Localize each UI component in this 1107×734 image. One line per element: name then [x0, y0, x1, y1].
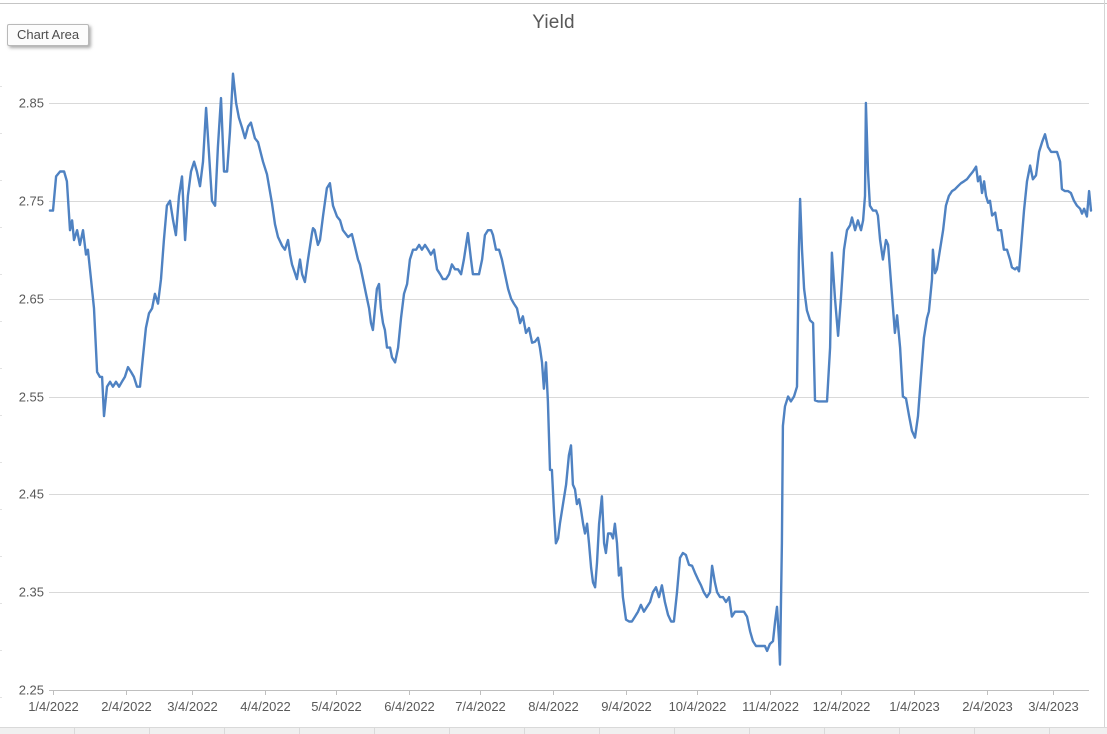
y-tick-label: 2.35	[19, 585, 44, 600]
worksheet-right-edge	[1104, 0, 1105, 734]
x-tick-label: 8/4/2022	[528, 699, 579, 714]
yield-series-line	[48, 72, 1093, 666]
x-tick-label: 1/4/2023	[889, 699, 940, 714]
x-tick-label: 12/4/2022	[813, 699, 871, 714]
x-tick-label: 3/4/2022	[167, 699, 218, 714]
x-tick-label: 7/4/2022	[455, 699, 506, 714]
y-tick-label: 2.45	[19, 487, 44, 502]
worksheet-bottom-strip	[0, 727, 1107, 734]
x-tick-label: 6/4/2022	[384, 699, 435, 714]
x-tick-label: 4/4/2022	[240, 699, 291, 714]
y-tick-label: 2.85	[19, 96, 44, 111]
x-tick-label: 9/4/2022	[601, 699, 652, 714]
x-tick-label: 3/4/2023	[1028, 699, 1079, 714]
chart-title[interactable]: Yield	[532, 12, 575, 33]
worksheet-top-edge	[0, 3, 1107, 4]
x-tick-label: 2/4/2023	[962, 699, 1013, 714]
y-tick-label: 2.25	[19, 683, 44, 698]
x-tick-label: 5/4/2022	[311, 699, 362, 714]
x-tick-label: 10/4/2022	[669, 699, 727, 714]
y-tick-label: 2.75	[19, 194, 44, 209]
x-tick-label: 1/4/2022	[28, 699, 79, 714]
chart-area-tooltip: Chart Area	[7, 24, 90, 46]
y-tick-label: 2.65	[19, 292, 44, 307]
y-tick-label: 2.55	[19, 390, 44, 405]
x-tick-label: 11/4/2022	[742, 699, 799, 714]
x-tick-label: 2/4/2022	[101, 699, 152, 714]
worksheet-column-lines	[0, 728, 1107, 734]
worksheet-row-marks	[0, 40, 2, 700]
